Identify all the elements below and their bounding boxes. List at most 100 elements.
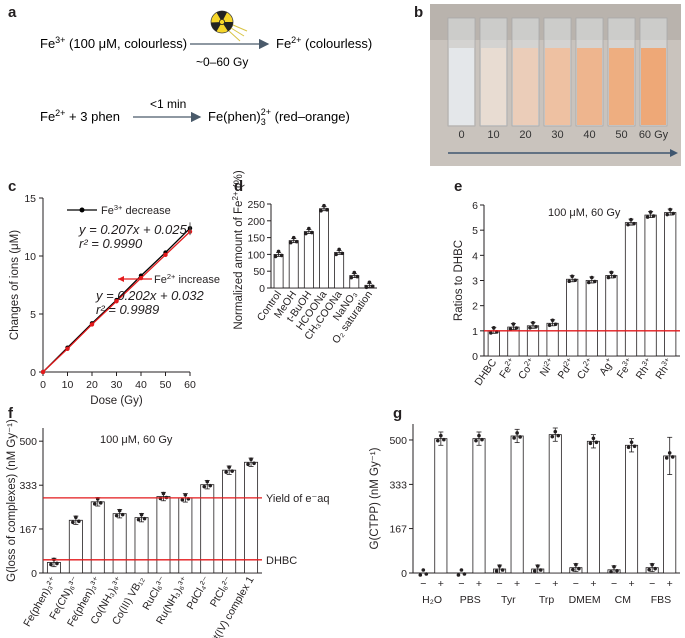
minus-label: − <box>535 578 541 590</box>
data-point <box>40 369 46 375</box>
data-point <box>114 299 119 304</box>
replicate-dot <box>570 274 574 279</box>
minus-label: − <box>420 578 426 590</box>
plus-label: + <box>514 578 520 590</box>
replicate-dot <box>670 455 675 459</box>
replicate-dot <box>322 203 326 208</box>
data-point <box>163 252 168 258</box>
replicate-dot <box>535 564 540 568</box>
legend-label: Fe3+ decrease <box>101 203 171 217</box>
legend-marker <box>79 207 85 213</box>
cuvette-label: 20 <box>519 129 531 141</box>
replicate-dot <box>92 502 97 506</box>
plus-label: + <box>476 578 482 590</box>
legend-sup: 3+ <box>114 203 123 212</box>
group-label: Trp <box>539 594 555 606</box>
replicate-dot <box>626 445 631 450</box>
replicate-dot <box>117 508 122 513</box>
equation-1: y = 0.207x + 0.025 <box>78 222 187 237</box>
r2-2: r² = 0.9989 <box>96 302 159 317</box>
replicate-dot <box>325 207 329 212</box>
replicate-dot <box>553 322 558 327</box>
replicate-dot <box>462 572 467 576</box>
minus-label: − <box>497 578 503 590</box>
minus-label: − <box>649 578 655 590</box>
y-tick-label: 5 <box>472 225 478 237</box>
y-tick-label: 2 <box>472 301 478 313</box>
y-axis-label: Normalized amount of Fe2+ (%) <box>231 170 245 330</box>
minus-label: − <box>458 578 464 590</box>
cuvette-solution <box>545 48 570 125</box>
replicate-dot <box>547 323 552 328</box>
y-tick-label: 200 <box>247 216 265 228</box>
replicate-dot <box>612 274 617 279</box>
replicate-dot <box>183 493 188 497</box>
replicate-dot <box>556 433 561 438</box>
replicate-dot <box>553 429 558 434</box>
r2-1: r² = 0.9990 <box>79 236 143 251</box>
y-tick-label: 1 <box>472 326 478 338</box>
y-tick-label: 167 <box>19 524 37 536</box>
y-axis-label-rest: (%) <box>233 170 245 191</box>
cuvette-solution <box>513 48 538 125</box>
x-tick-label: 30 <box>111 379 123 391</box>
group-label: DMEM <box>569 594 601 606</box>
y-tick-label: 0 <box>31 568 37 580</box>
legend-text: Fe <box>101 205 114 217</box>
replicate-dot <box>74 515 78 520</box>
replicate-dot <box>279 253 284 258</box>
y-tick-label: 5 <box>30 309 36 321</box>
x-tick-label: 60 <box>184 379 196 391</box>
replicate-dot <box>573 278 577 283</box>
equation-2: y = 0.202x + 0.032 <box>95 288 204 303</box>
replicate-dot <box>139 512 144 517</box>
replicate-dot <box>534 325 538 329</box>
replicate-dot <box>421 568 426 572</box>
replicate-dot <box>307 226 311 231</box>
y-axis-label: G(CTPP) (nM Gy⁻¹) <box>369 447 381 549</box>
plus-label: + <box>590 578 596 590</box>
cuvette-solution <box>609 48 634 125</box>
y-tick-label: 0 <box>30 367 36 379</box>
replicate-dot <box>436 438 440 443</box>
group-label: FBS <box>651 594 671 606</box>
replicate-dot <box>367 280 372 285</box>
legend-arrowhead <box>118 276 124 282</box>
cuvette-solution <box>577 48 602 125</box>
condition-annotation: 100 μM, 60 Gy <box>548 207 621 219</box>
legend-rest: increase <box>175 274 220 286</box>
replicate-dot <box>494 569 499 573</box>
replicate-dot <box>515 431 519 435</box>
replicate-dot <box>615 569 619 573</box>
y-tick-label: 150 <box>247 233 265 245</box>
y-axis-label-sup: 2+ <box>231 191 240 200</box>
y-tick-label: 0 <box>259 283 265 295</box>
minus-label: − <box>573 578 579 590</box>
replicate-dot <box>439 433 443 438</box>
legend-text: Fe <box>154 274 167 286</box>
replicate-dot <box>571 567 575 572</box>
replicate-dot <box>593 279 597 284</box>
y-tick-label: 0 <box>472 351 478 363</box>
replicate-dot <box>497 564 502 568</box>
replicate-dot <box>418 573 423 577</box>
bar-plus <box>625 444 639 574</box>
bar-plus <box>472 438 486 574</box>
cuvette-label: 50 <box>615 129 627 141</box>
replicate-dot <box>319 208 323 213</box>
bar-plus <box>586 440 600 574</box>
replicate-dot <box>77 519 81 524</box>
replicate-dot <box>364 285 369 290</box>
replicate-dot <box>288 240 293 245</box>
replicate-dot <box>276 249 281 254</box>
bar-plus <box>510 435 524 574</box>
y-tick-label: 500 <box>389 435 407 447</box>
panel-label-a: a <box>8 4 17 21</box>
replicate-dot <box>532 569 537 573</box>
y-axis-label: Ratios to DHBC <box>453 240 465 321</box>
x-tick-label: 10 <box>62 379 74 391</box>
